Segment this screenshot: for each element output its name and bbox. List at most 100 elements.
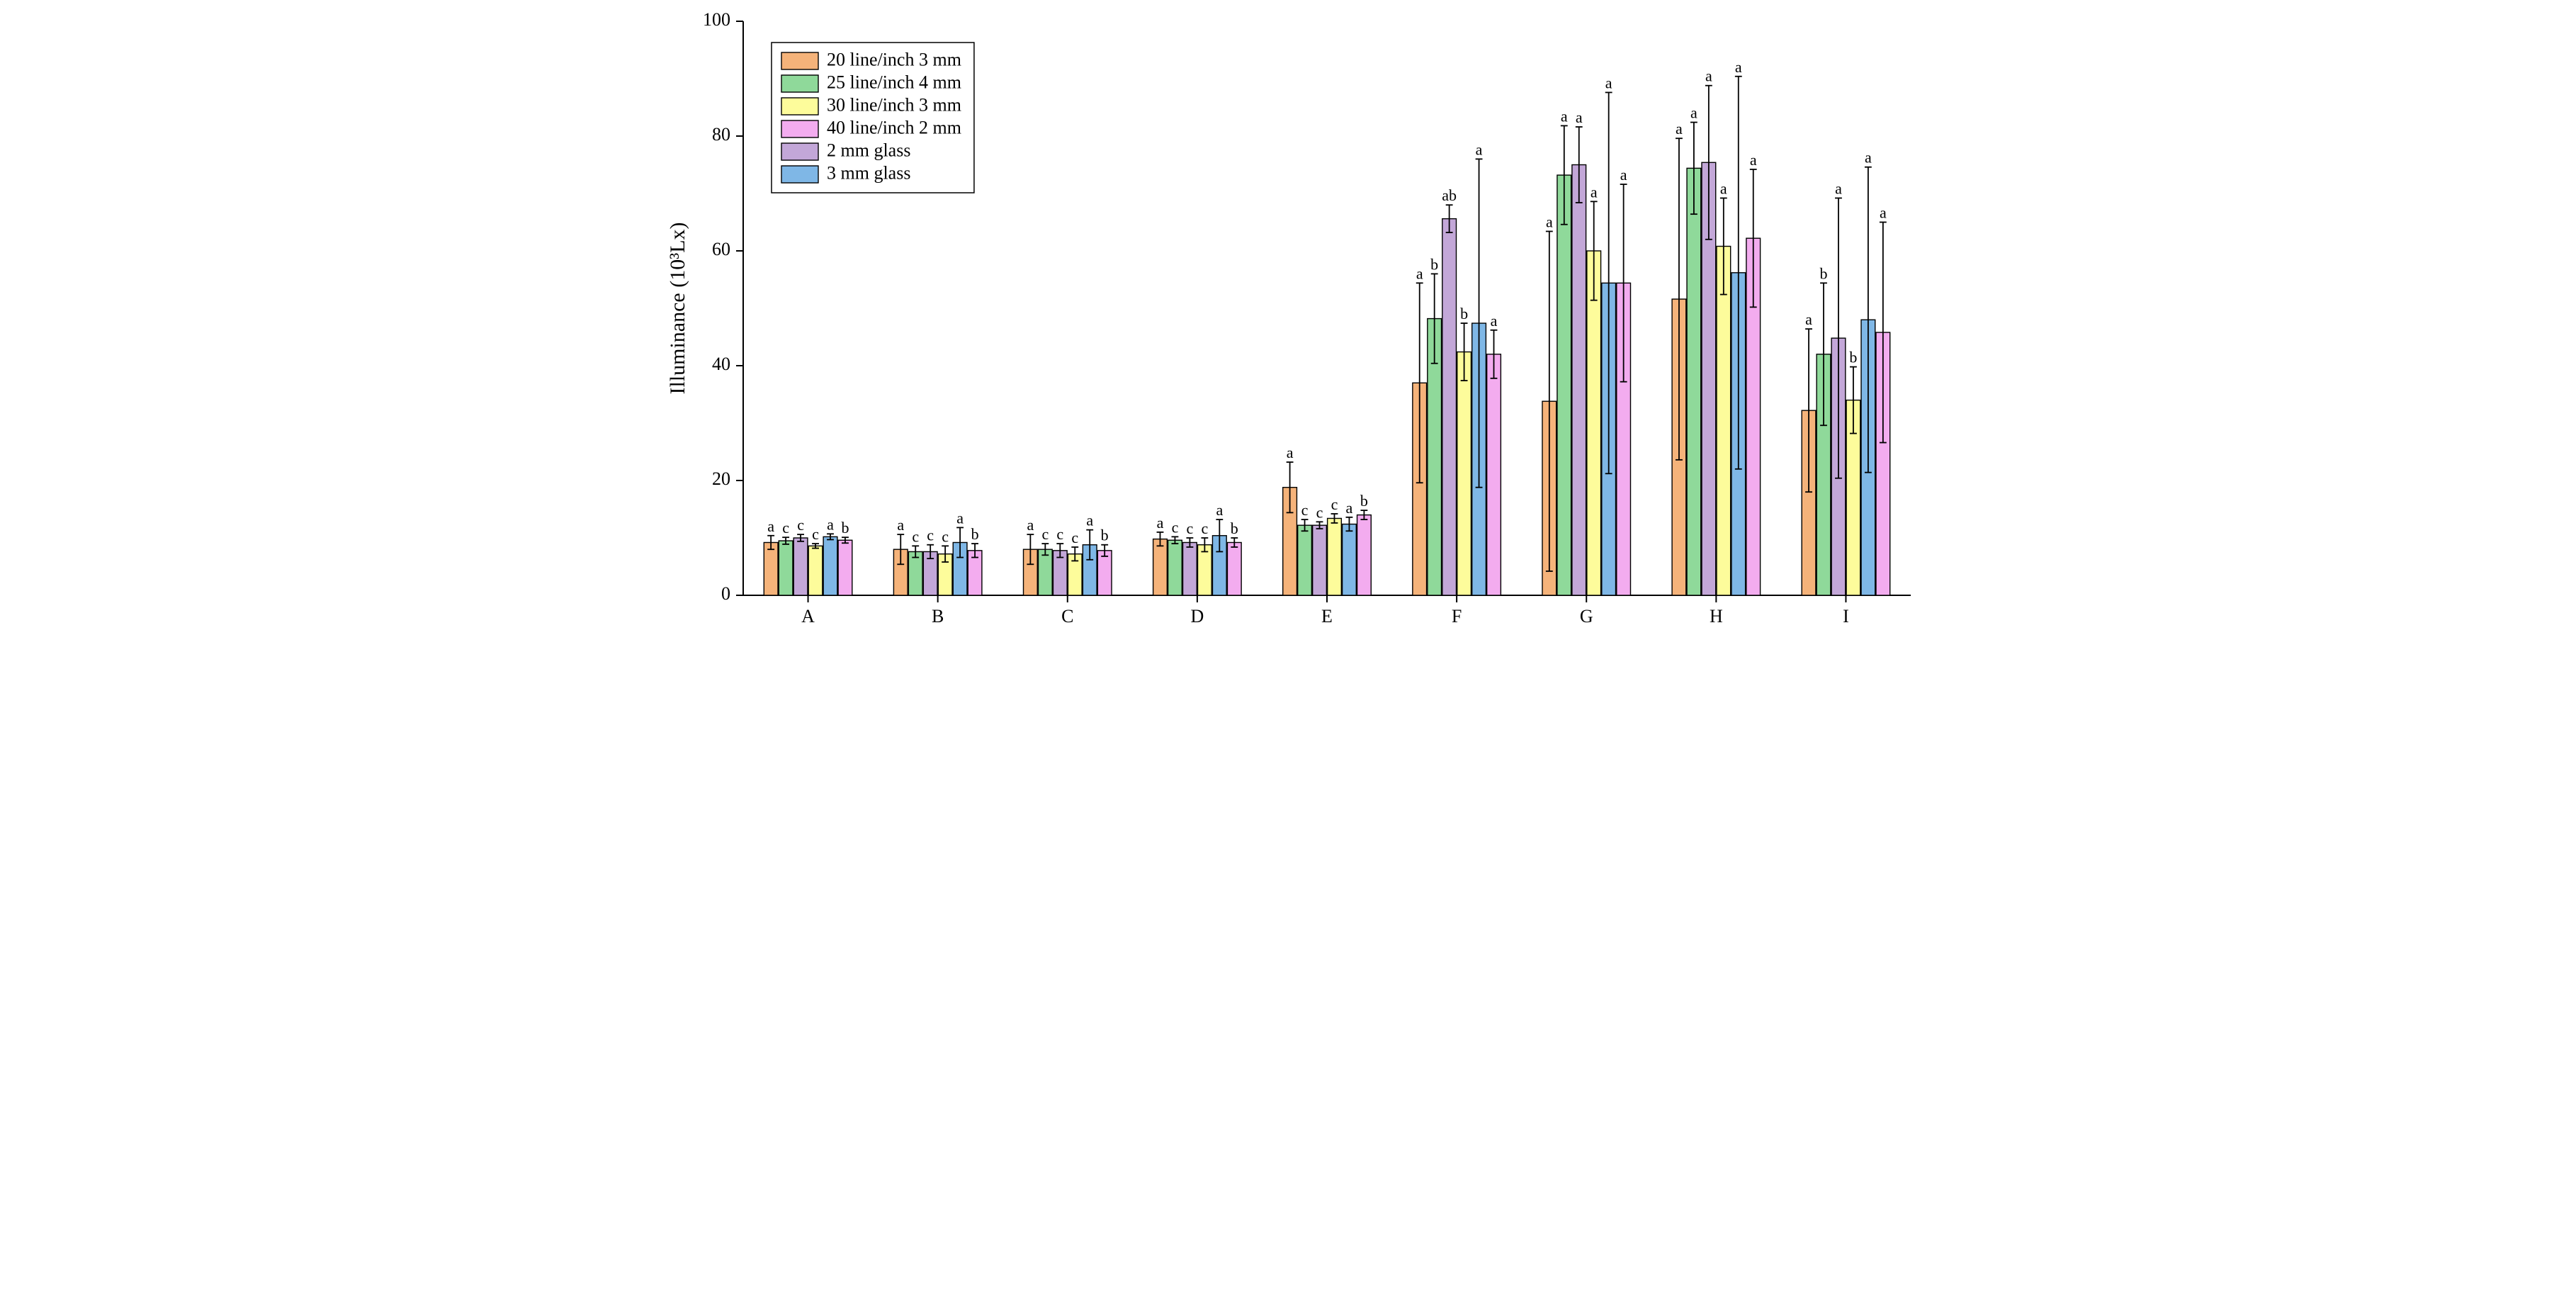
x-tick-label: G	[1580, 606, 1593, 626]
significance-letter: b	[1360, 492, 1368, 510]
bar-F-s6	[1487, 354, 1501, 595]
bar-A-s4	[808, 546, 823, 595]
x-tick-label: F	[1452, 606, 1462, 626]
bar-D-s2	[1168, 540, 1182, 595]
significance-letter: c	[927, 527, 934, 544]
significance-letter: a	[1216, 501, 1223, 519]
illuminance-bar-chart: 020406080100Illuminance (10³Lx)AacccabBa…	[644, 0, 1932, 652]
significance-letter: b	[1460, 305, 1468, 322]
significance-letter: a	[1865, 149, 1872, 167]
x-tick-label: C	[1061, 606, 1073, 626]
y-tick-label: 100	[703, 9, 730, 30]
significance-letter: c	[1201, 519, 1208, 537]
significance-letter: a	[1491, 312, 1498, 330]
significance-letter: c	[1071, 529, 1078, 546]
bar-D-s4	[1198, 545, 1212, 595]
x-tick-label: B	[932, 606, 944, 626]
significance-letter: a	[1476, 140, 1483, 158]
bar-A-s5	[823, 536, 837, 595]
legend-swatch	[781, 143, 818, 160]
legend-label: 25 line/inch 4 mm	[827, 72, 961, 93]
y-tick-label: 40	[712, 354, 730, 374]
significance-letter: a	[827, 515, 834, 533]
bar-A-s3	[793, 538, 808, 595]
significance-letter: c	[1301, 501, 1309, 519]
significance-letter: a	[1086, 512, 1093, 529]
significance-letter: a	[1561, 107, 1568, 125]
bar-G-s4	[1587, 251, 1601, 595]
significance-letter: a	[1576, 108, 1583, 126]
legend-label: 40 line/inch 2 mm	[827, 118, 961, 138]
legend-swatch	[781, 75, 818, 92]
significance-letter: b	[1820, 264, 1828, 282]
legend-swatch	[781, 120, 818, 137]
significance-letter: b	[1849, 349, 1857, 366]
significance-letter: c	[1172, 518, 1179, 536]
bar-H-s4	[1717, 247, 1731, 595]
legend-label: 2 mm glass	[827, 140, 910, 161]
significance-letter: a	[1676, 120, 1683, 137]
significance-letter: c	[1331, 495, 1338, 513]
significance-letter: a	[1416, 264, 1423, 282]
significance-letter: a	[1705, 67, 1712, 85]
significance-letter: a	[1546, 213, 1553, 230]
bar-H-s2	[1687, 168, 1701, 595]
bar-D-s6	[1227, 542, 1241, 595]
bar-F-s4	[1457, 352, 1471, 595]
significance-letter: a	[1720, 179, 1727, 197]
significance-letter: a	[1690, 104, 1697, 122]
significance-letter: c	[1316, 503, 1323, 521]
significance-letter: b	[1231, 519, 1238, 537]
bar-E-s3	[1313, 525, 1327, 595]
y-tick-label: 60	[712, 239, 730, 259]
significance-letter: a	[1346, 499, 1353, 517]
significance-letter: ab	[1442, 186, 1457, 204]
significance-letter: b	[1101, 527, 1109, 544]
bar-A-s6	[838, 540, 852, 595]
significance-letter: a	[1750, 151, 1757, 169]
legend-label: 30 line/inch 3 mm	[827, 95, 961, 116]
bar-C-s6	[1097, 551, 1112, 595]
significance-letter: a	[1620, 166, 1627, 184]
significance-letter: a	[1157, 514, 1164, 532]
x-tick-label: D	[1190, 606, 1204, 626]
significance-letter: a	[767, 517, 774, 535]
bar-E-s4	[1328, 518, 1342, 595]
significance-letter: c	[942, 527, 949, 545]
significance-letter: c	[1041, 525, 1049, 543]
bar-G-s3	[1572, 165, 1586, 596]
significance-letter: a	[897, 516, 904, 534]
significance-letter: b	[1430, 255, 1438, 273]
significance-letter: a	[1735, 58, 1742, 76]
significance-letter: a	[956, 509, 964, 527]
x-tick-label: I	[1843, 606, 1849, 626]
y-tick-label: 0	[721, 583, 730, 604]
bar-C-s2	[1038, 549, 1052, 595]
significance-letter: b	[971, 525, 979, 543]
bar-A-s2	[779, 541, 793, 595]
significance-letter: c	[797, 516, 804, 534]
bar-E-s6	[1357, 515, 1372, 595]
legend-swatch	[781, 166, 818, 183]
x-tick-label: A	[801, 606, 815, 626]
significance-letter: a	[1287, 444, 1294, 461]
bar-G-s2	[1557, 175, 1571, 595]
bar-F-s3	[1442, 219, 1457, 595]
significance-letter: a	[1835, 179, 1842, 197]
significance-letter: c	[1187, 519, 1194, 537]
significance-letter: a	[1591, 183, 1598, 201]
bar-E-s5	[1343, 524, 1357, 595]
y-tick-label: 20	[712, 468, 730, 489]
significance-letter: a	[1880, 204, 1887, 222]
x-tick-label: E	[1321, 606, 1333, 626]
significance-letter: b	[841, 519, 849, 536]
legend-label: 20 line/inch 3 mm	[827, 50, 961, 70]
significance-letter: c	[812, 525, 819, 543]
y-axis-label: Illuminance (10³Lx)	[666, 222, 689, 394]
significance-letter: c	[782, 519, 789, 536]
y-tick-label: 80	[712, 124, 730, 145]
bar-B-s2	[908, 551, 922, 595]
chart-container: 020406080100Illuminance (10³Lx)AacccabBa…	[644, 0, 1932, 652]
significance-letter: a	[1805, 310, 1812, 328]
legend-label: 3 mm glass	[827, 163, 910, 184]
